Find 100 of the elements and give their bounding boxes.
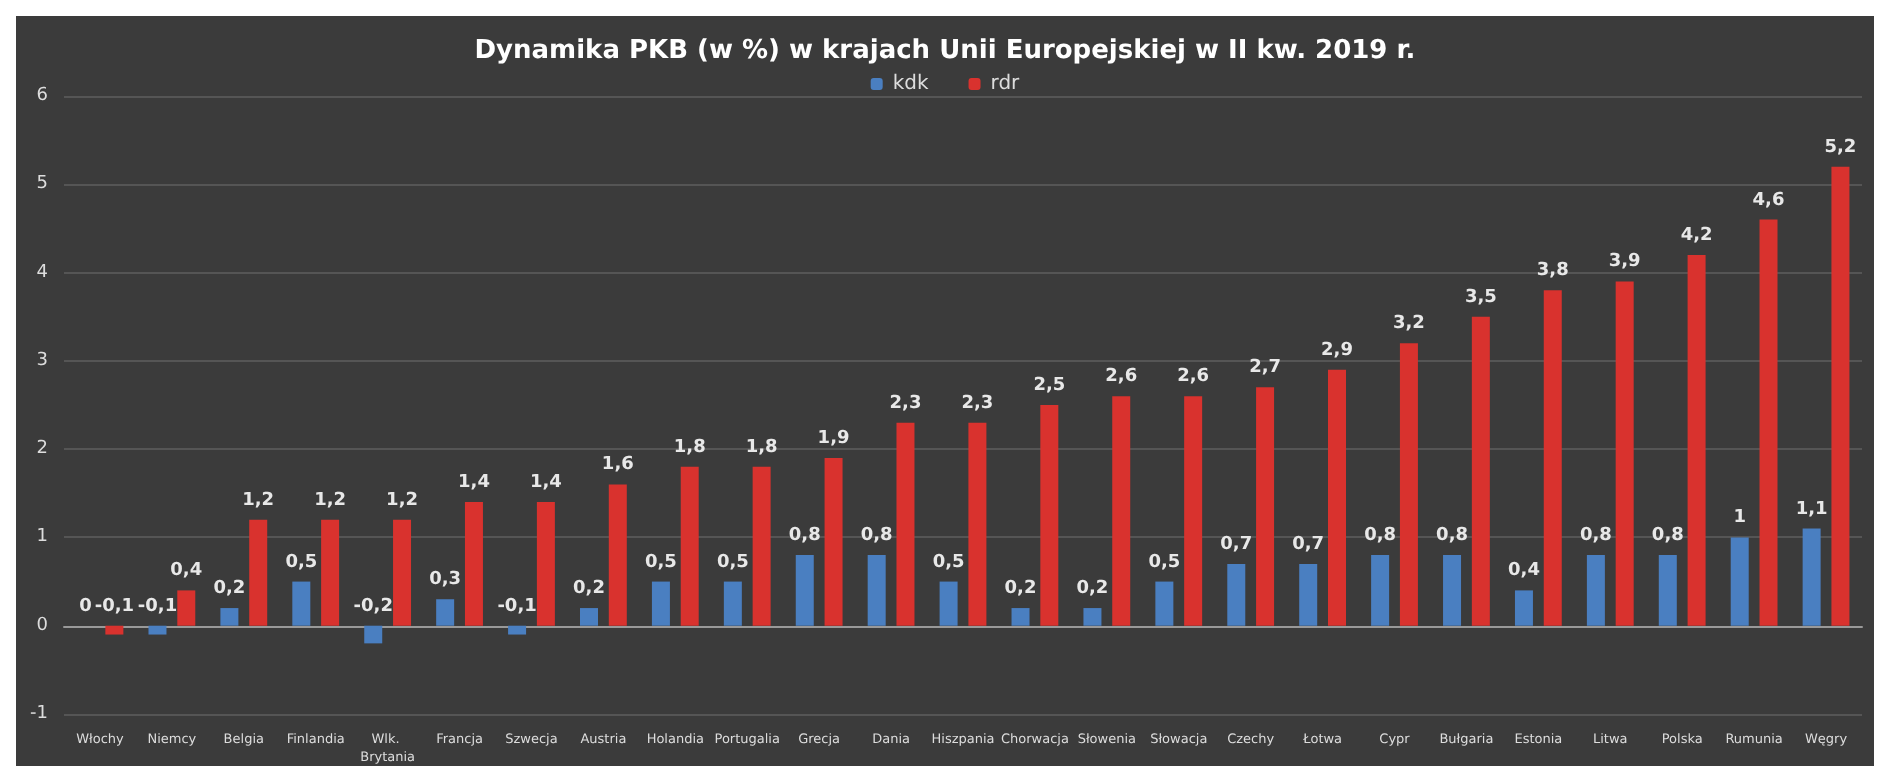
data-label: 0,2 [213,579,246,600]
bar [1514,590,1533,626]
y-tick-label: 1 [36,527,48,548]
bar [1328,369,1346,626]
bar [292,581,311,626]
data-label: 2,7 [1249,358,1282,379]
data-label: -0,1 [497,596,537,617]
bar [1299,563,1318,626]
bar [321,519,340,626]
bar [1759,219,1778,626]
data-label: 1,2 [242,490,275,511]
bar [752,466,771,626]
bar [1831,166,1850,626]
data-label: 2,3 [889,393,922,414]
data-label: -0,1 [137,596,178,617]
data-label: 0 [79,596,92,617]
bar [1155,581,1174,626]
bar [177,590,196,626]
data-label: 1,4 [529,473,562,494]
data-label: 2,9 [1321,340,1353,361]
data-label: 2,6 [1177,367,1210,388]
bar [1184,396,1203,626]
data-label: 0,2 [1004,579,1037,600]
bar [105,625,124,635]
data-label: 1,2 [314,490,347,511]
data-label: 0,8 [1436,526,1468,547]
data-label: 5,2 [1824,137,1857,158]
data-label: 0,5 [932,552,965,573]
bar [723,581,742,626]
bar [1040,405,1059,626]
legend-label: kdk [892,73,929,95]
data-label: 0,3 [429,570,462,591]
bar [680,466,699,626]
data-label: 1,6 [601,455,634,476]
bar [148,625,167,635]
y-tick-label: 6 [36,86,49,106]
bar [1615,281,1634,626]
data-label: 3,8 [1536,261,1569,282]
data-label: 0,5 [716,552,749,573]
bar [939,581,958,626]
bar [1083,608,1102,626]
bar [1227,563,1246,626]
bar [1112,396,1131,626]
bar [1443,555,1462,626]
data-label: 0,8 [860,526,893,547]
bar [1371,555,1390,626]
data-label: 1,8 [745,437,778,458]
bar [1471,316,1490,626]
bar [536,502,555,626]
data-label: 1,4 [458,473,490,494]
data-label: 0,8 [1364,526,1397,547]
data-label: 1,2 [386,490,418,511]
data-label: 3,2 [1392,314,1425,335]
bar [896,422,915,626]
bar [1687,254,1706,626]
data-label: 0,7 [1292,534,1325,555]
data-label: 3,9 [1608,252,1641,273]
data-label: 0,8 [1651,526,1684,547]
bar [1802,528,1821,626]
data-label: 4,2 [1680,225,1713,246]
y-tick-label: 4 [36,262,49,283]
bar [436,599,455,626]
data-label: 0,8 [788,526,821,547]
data-label: 0,5 [644,552,677,573]
data-label: 0,8 [1579,526,1612,547]
bar [220,608,239,626]
data-label: 2,5 [1033,376,1066,396]
y-tick-label: 2 [36,439,48,460]
data-label: 3,5 [1464,287,1497,308]
bar [1658,555,1677,626]
bar [508,625,527,635]
y-tick-label: 0 [36,615,49,636]
bar [464,502,483,626]
bar [1730,537,1749,626]
bar [1011,608,1030,626]
bar [608,484,627,626]
data-label: 1,1 [1795,499,1828,520]
bar [795,555,814,626]
data-label: 2,3 [961,393,994,414]
bar [1543,290,1562,626]
data-label: 0,7 [1220,534,1253,555]
bar [1256,387,1275,626]
y-tick-label: 5 [36,174,48,195]
bar [651,581,670,626]
data-label: 1,8 [673,437,706,458]
bar [393,519,412,626]
data-label: 0,4 [170,561,203,582]
data-label: 1 [1733,508,1746,529]
bar [968,422,987,626]
y-tick-label: 3 [36,350,48,371]
bar [1586,555,1605,626]
bar [1399,343,1418,626]
bar [824,457,843,626]
chart-title: Dynamika PKB (w %) w krajach Unii Europejskiej w II kw. 2019 r. [474,36,1416,66]
bar [249,519,268,626]
data-label: 4,6 [1752,190,1785,211]
data-label: 0,2 [1076,579,1109,600]
legend-label: rdr [990,73,1022,95]
data-label: 0,5 [1148,552,1181,573]
data-label: -0,2 [353,596,393,617]
